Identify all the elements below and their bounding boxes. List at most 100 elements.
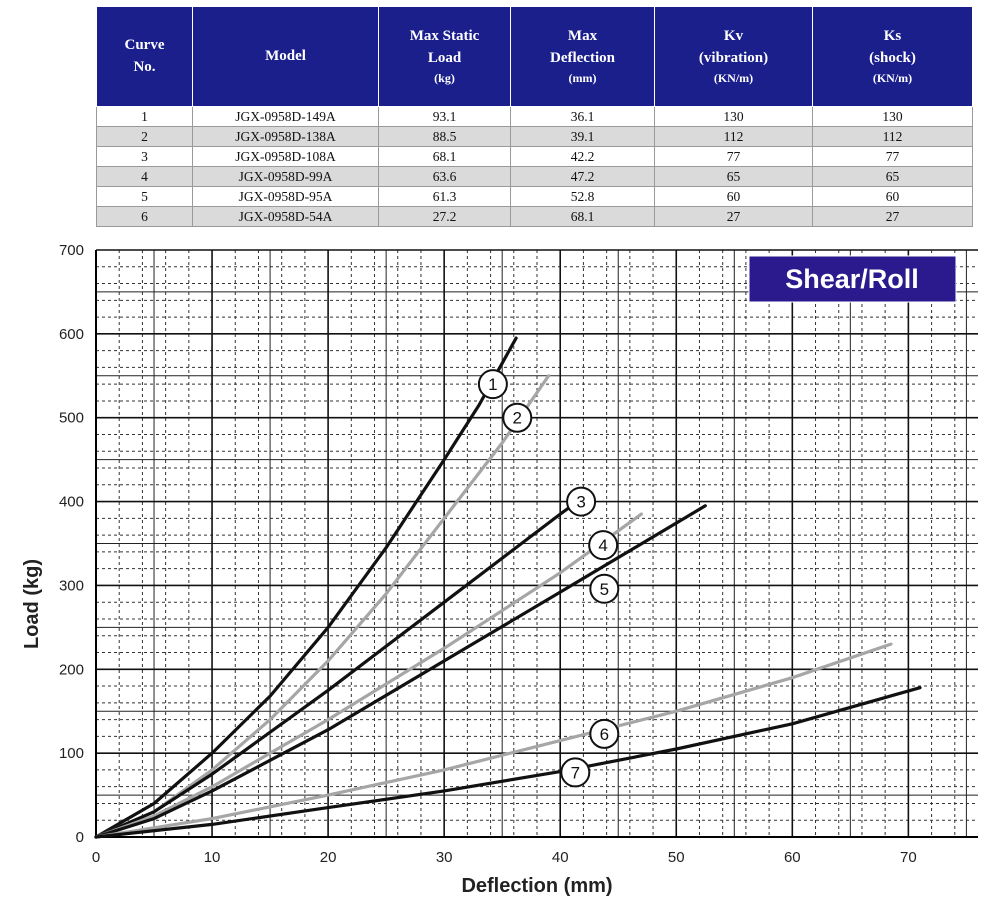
curve-marker-2: [502, 402, 533, 433]
curve-marker-label: 4: [598, 536, 607, 555]
curve-marker-4: [588, 530, 619, 561]
header-line: Deflection: [550, 49, 615, 66]
table-cell: 47.2: [510, 166, 655, 187]
x-tick-label: 40: [552, 849, 569, 866]
curve-4: [94, 512, 643, 839]
table-row: 5 JGX-0958D-95A 61.3 52.8 60 60: [96, 186, 973, 207]
header-unit: (KN/m): [713, 70, 754, 85]
table-cell: 88.5: [378, 126, 511, 147]
table-header-cell: Ks (shock) (KN/m): [812, 6, 973, 107]
y-tick-label: 100: [59, 745, 84, 762]
table-header-cell: Max Deflection (mm): [510, 6, 655, 107]
badge-text: Shear/Roll: [785, 264, 919, 294]
curve-marker-5: [589, 573, 620, 604]
curve-marker-label: 7: [571, 763, 580, 782]
x-tick-label: 20: [320, 849, 337, 866]
curve-6: [94, 642, 893, 839]
header-line: (shock): [869, 49, 916, 66]
table-cell: 68.1: [510, 206, 655, 227]
x-tick-label: 0: [92, 849, 100, 866]
table-header-row: Curve No. Model Max Static Load (kg) Max Deflec…: [96, 6, 973, 107]
table-cell: 1: [96, 106, 193, 127]
table-cell: 27: [812, 206, 973, 227]
curve-marker-label: 6: [600, 725, 609, 744]
curve-marker-label: 2: [513, 409, 522, 428]
curve-marker-label: 3: [576, 493, 585, 512]
y-tick-label: 0: [76, 829, 84, 846]
y-tick-label: 200: [59, 661, 84, 678]
curve-2: [94, 374, 551, 839]
table-cell: JGX-0958D-54A: [192, 206, 379, 227]
table-cell: 5: [96, 186, 193, 207]
curve-7: [94, 686, 922, 839]
header-line: Kv: [723, 28, 744, 45]
table-cell: 42.2: [510, 146, 655, 167]
curve-marker-label: 1: [488, 375, 497, 394]
table-cell: 61.3: [378, 186, 511, 207]
table-cell: 130: [654, 106, 813, 127]
table-cell: JGX-0958D-99A: [192, 166, 379, 187]
table-cell: 65: [812, 166, 973, 187]
table-cell: 77: [654, 146, 813, 167]
table-cell: 6: [96, 206, 193, 227]
table-header-cell: Curve No.: [96, 6, 193, 107]
x-tick-label: 10: [204, 849, 221, 866]
curve-marker-label: 5: [600, 580, 609, 599]
header-unit: (kg): [434, 70, 455, 85]
header-line: (vibration): [698, 49, 769, 66]
curve-marker-3: [566, 486, 597, 517]
header-line: Load: [427, 49, 462, 66]
table-cell: 27.2: [378, 206, 511, 227]
table-cell: 130: [812, 106, 973, 127]
table-row: 6 JGX-0958D-54A 27.2 68.1 27 27: [96, 206, 973, 227]
y-tick-label: 700: [59, 242, 84, 259]
y-axis-label: Load (kg): [21, 559, 43, 649]
table-cell: 3: [96, 146, 193, 167]
table-row: 1 JGX-0958D-149A 93.1 36.1 130 130: [96, 106, 973, 127]
x-tick-label: 60: [784, 849, 801, 866]
grid: [96, 249, 978, 837]
header-unit: (mm): [568, 70, 597, 85]
header-line: Ks: [883, 28, 902, 45]
curves: [94, 336, 922, 839]
x-tick-label: 70: [900, 849, 917, 866]
table-cell: 39.1: [510, 126, 655, 147]
table-cell: 63.6: [378, 166, 511, 187]
curve-marker-7: [560, 757, 591, 788]
table-cell: 4: [96, 166, 193, 187]
table-row: 2 JGX-0958D-138A 88.5 39.1 112 112: [96, 126, 973, 147]
shear-roll-badge: Shear/Roll: [748, 255, 957, 303]
header-unit: (KN/m): [872, 70, 913, 85]
curve-5: [94, 504, 707, 839]
table-header-cell: Model: [192, 6, 379, 107]
x-tick-label: 50: [668, 849, 685, 866]
y-tick-label: 400: [59, 494, 84, 511]
curve-marker-6: [589, 718, 620, 749]
y-tick-label: 300: [59, 577, 84, 594]
table-cell: 52.8: [510, 186, 655, 207]
header-line: No.: [133, 58, 156, 75]
table-row: 3 JGX-0958D-108A 68.1 42.2 77 77: [96, 146, 973, 167]
table-cell: JGX-0958D-95A: [192, 186, 379, 207]
header-line: Model: [265, 47, 306, 64]
header-line: Max: [567, 28, 598, 45]
spec-table: Curve No. Model Max Static Load (kg) Max Deflec…: [96, 6, 973, 227]
table-cell: 93.1: [378, 106, 511, 127]
table-cell: JGX-0958D-138A: [192, 126, 379, 147]
table-body: 1 JGX-0958D-149A 93.1 36.1 130 130 2 JGX-0958D-…: [96, 106, 973, 227]
table-cell: 112: [812, 126, 973, 147]
table-cell: 112: [654, 126, 813, 147]
table-cell: JGX-0958D-149A: [192, 106, 379, 127]
table-cell: 27: [654, 206, 813, 227]
curve-marker-1: [477, 369, 508, 400]
table-row: 4 JGX-0958D-99A 63.6 47.2 65 65: [96, 166, 973, 187]
table-cell: 60: [654, 186, 813, 207]
table-cell: JGX-0958D-108A: [192, 146, 379, 167]
y-tick-label: 500: [59, 410, 84, 427]
curve-3: [94, 500, 580, 839]
table-cell: 2: [96, 126, 193, 147]
x-tick-label: 30: [436, 849, 453, 866]
table-cell: 68.1: [378, 146, 511, 167]
table-cell: 77: [812, 146, 973, 167]
